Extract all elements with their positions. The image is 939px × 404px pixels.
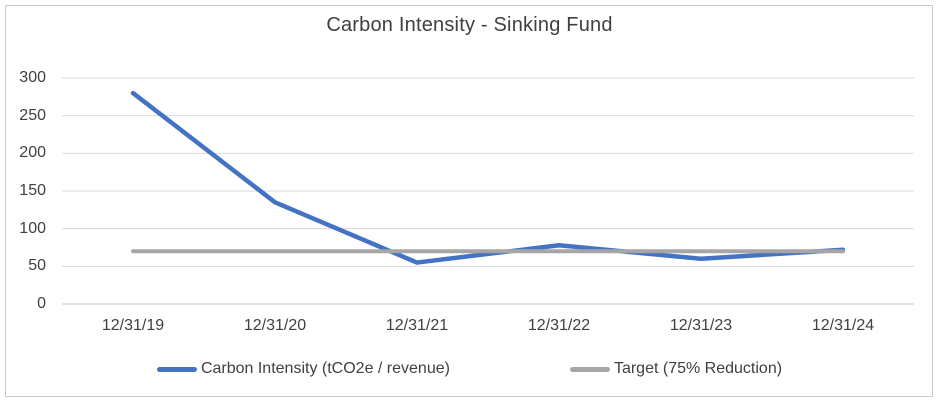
x-axis-tick-label: 12/31/22	[527, 317, 591, 334]
legend-label-carbon-intensity: Carbon Intensity (tCO2e / revenue)	[200, 360, 450, 377]
x-axis-tick-label: 12/31/20	[243, 317, 307, 334]
legend-line-marker-target	[569, 366, 610, 372]
series-line-0	[130, 90, 846, 265]
x-axis-tick-label: 12/31/24	[811, 317, 875, 334]
legend-line-marker-carbon-intensity	[156, 366, 197, 372]
x-axis-tick-label: 12/31/21	[385, 317, 449, 334]
chart-title: Carbon Intensity - Sinking Fund	[326, 14, 613, 36]
x-axis-tick-label: 12/31/23	[669, 317, 733, 334]
y-axis-tick-label: 150	[19, 182, 46, 199]
y-axis-tick-label: 250	[19, 106, 46, 124]
legend-label-target: Target (75% Reduction)	[613, 360, 783, 377]
legend: Carbon Intensity (tCO2e / revenue) Targe…	[0, 358, 939, 380]
y-axis-tick-label: 100	[19, 219, 46, 237]
legend-item-carbon-intensity: Carbon Intensity (tCO2e / revenue)	[156, 360, 450, 378]
y-axis-tick-label: 0	[37, 295, 46, 312]
legend-item-target: Target (75% Reduction)	[569, 360, 783, 378]
y-axis-tick-label: 300	[19, 69, 46, 86]
y-axis-tick-label: 50	[28, 257, 46, 275]
x-axis-tick-label: 12/31/19	[101, 317, 165, 334]
y-axis-tick-label: 200	[19, 144, 46, 162]
